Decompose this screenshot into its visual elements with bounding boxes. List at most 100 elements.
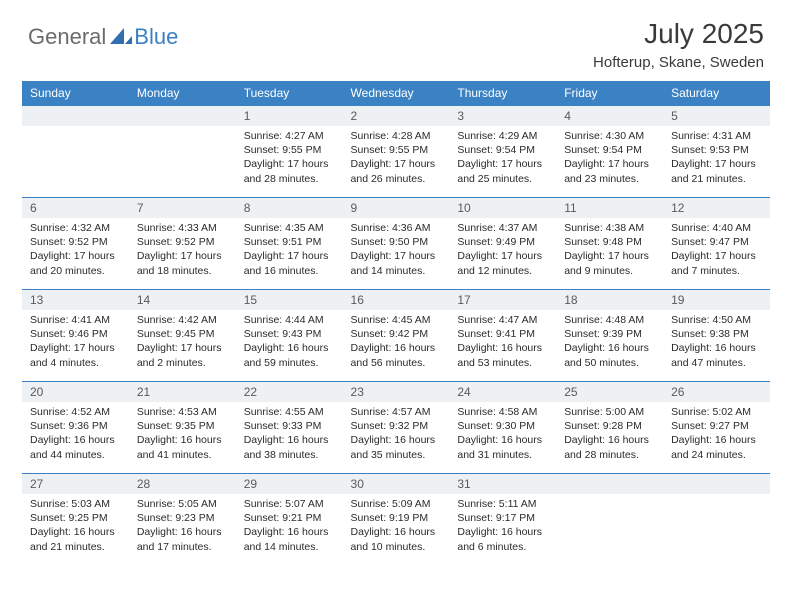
- calendar-day-cell: 2Sunrise: 4:28 AMSunset: 9:55 PMDaylight…: [343, 106, 450, 198]
- sunrise-text: Sunrise: 4:52 AM: [30, 405, 121, 419]
- day-number: 20: [22, 382, 129, 402]
- calendar-week-row: 13Sunrise: 4:41 AMSunset: 9:46 PMDayligh…: [22, 290, 770, 382]
- day-header: Friday: [556, 81, 663, 106]
- sunrise-text: Sunrise: 4:35 AM: [244, 221, 335, 235]
- day-number: 5: [663, 106, 770, 126]
- sunset-text: Sunset: 9:35 PM: [137, 419, 228, 433]
- day-content: Sunrise: 4:40 AMSunset: 9:47 PMDaylight:…: [663, 218, 770, 284]
- sunset-text: Sunset: 9:43 PM: [244, 327, 335, 341]
- daylight-text: Daylight: 17 hours and 7 minutes.: [671, 249, 762, 277]
- calendar-day-cell: 7Sunrise: 4:33 AMSunset: 9:52 PMDaylight…: [129, 198, 236, 290]
- day-number: 10: [449, 198, 556, 218]
- location-subtitle: Hofterup, Skane, Sweden: [593, 54, 764, 71]
- sunrise-text: Sunrise: 4:45 AM: [351, 313, 442, 327]
- daylight-text: Daylight: 17 hours and 4 minutes.: [30, 341, 121, 369]
- day-content: Sunrise: 4:35 AMSunset: 9:51 PMDaylight:…: [236, 218, 343, 284]
- daylight-text: Daylight: 17 hours and 12 minutes.: [457, 249, 548, 277]
- day-content: Sunrise: 4:44 AMSunset: 9:43 PMDaylight:…: [236, 310, 343, 376]
- sunset-text: Sunset: 9:38 PM: [671, 327, 762, 341]
- sunset-text: Sunset: 9:25 PM: [30, 511, 121, 525]
- sunrise-text: Sunrise: 4:38 AM: [564, 221, 655, 235]
- daylight-text: Daylight: 16 hours and 6 minutes.: [457, 525, 548, 553]
- day-content: Sunrise: 4:30 AMSunset: 9:54 PMDaylight:…: [556, 126, 663, 192]
- calendar-day-cell: 5Sunrise: 4:31 AMSunset: 9:53 PMDaylight…: [663, 106, 770, 198]
- sunrise-text: Sunrise: 4:27 AM: [244, 129, 335, 143]
- daylight-text: Daylight: 16 hours and 28 minutes.: [564, 433, 655, 461]
- day-number: 21: [129, 382, 236, 402]
- sunset-text: Sunset: 9:47 PM: [671, 235, 762, 249]
- calendar-week-row: 20Sunrise: 4:52 AMSunset: 9:36 PMDayligh…: [22, 382, 770, 474]
- calendar-day-cell: [129, 106, 236, 198]
- sunset-text: Sunset: 9:54 PM: [457, 143, 548, 157]
- daylight-text: Daylight: 16 hours and 53 minutes.: [457, 341, 548, 369]
- calendar-day-cell: [663, 474, 770, 566]
- sunset-text: Sunset: 9:50 PM: [351, 235, 442, 249]
- day-number: 7: [129, 198, 236, 218]
- day-header: Tuesday: [236, 81, 343, 106]
- sunset-text: Sunset: 9:52 PM: [30, 235, 121, 249]
- sunrise-text: Sunrise: 4:47 AM: [457, 313, 548, 327]
- sunrise-text: Sunrise: 5:05 AM: [137, 497, 228, 511]
- sunrise-text: Sunrise: 4:55 AM: [244, 405, 335, 419]
- daylight-text: Daylight: 16 hours and 35 minutes.: [351, 433, 442, 461]
- calendar-day-cell: 16Sunrise: 4:45 AMSunset: 9:42 PMDayligh…: [343, 290, 450, 382]
- daylight-text: Daylight: 17 hours and 23 minutes.: [564, 157, 655, 185]
- calendar-day-cell: 30Sunrise: 5:09 AMSunset: 9:19 PMDayligh…: [343, 474, 450, 566]
- calendar-day-cell: 3Sunrise: 4:29 AMSunset: 9:54 PMDaylight…: [449, 106, 556, 198]
- sunset-text: Sunset: 9:17 PM: [457, 511, 548, 525]
- month-title: July 2025: [593, 18, 764, 50]
- sunset-text: Sunset: 9:23 PM: [137, 511, 228, 525]
- day-content: Sunrise: 5:03 AMSunset: 9:25 PMDaylight:…: [22, 494, 129, 560]
- calendar-day-cell: 26Sunrise: 5:02 AMSunset: 9:27 PMDayligh…: [663, 382, 770, 474]
- sunset-text: Sunset: 9:53 PM: [671, 143, 762, 157]
- calendar-day-cell: 1Sunrise: 4:27 AMSunset: 9:55 PMDaylight…: [236, 106, 343, 198]
- sunrise-text: Sunrise: 4:58 AM: [457, 405, 548, 419]
- sunrise-text: Sunrise: 4:48 AM: [564, 313, 655, 327]
- day-content: Sunrise: 4:38 AMSunset: 9:48 PMDaylight:…: [556, 218, 663, 284]
- daylight-text: Daylight: 16 hours and 50 minutes.: [564, 341, 655, 369]
- day-number: 29: [236, 474, 343, 494]
- day-number: 11: [556, 198, 663, 218]
- sunset-text: Sunset: 9:27 PM: [671, 419, 762, 433]
- day-number: 9: [343, 198, 450, 218]
- day-number: 3: [449, 106, 556, 126]
- daylight-text: Daylight: 16 hours and 31 minutes.: [457, 433, 548, 461]
- day-number: 28: [129, 474, 236, 494]
- day-content: Sunrise: 5:09 AMSunset: 9:19 PMDaylight:…: [343, 494, 450, 560]
- day-number: 18: [556, 290, 663, 310]
- daylight-text: Daylight: 16 hours and 38 minutes.: [244, 433, 335, 461]
- day-number: 31: [449, 474, 556, 494]
- day-header: Wednesday: [343, 81, 450, 106]
- sunrise-text: Sunrise: 4:41 AM: [30, 313, 121, 327]
- sunrise-text: Sunrise: 4:57 AM: [351, 405, 442, 419]
- day-number: 27: [22, 474, 129, 494]
- sunrise-text: Sunrise: 5:00 AM: [564, 405, 655, 419]
- day-content: Sunrise: 4:48 AMSunset: 9:39 PMDaylight:…: [556, 310, 663, 376]
- title-block: July 2025 Hofterup, Skane, Sweden: [593, 18, 764, 71]
- day-content: Sunrise: 4:41 AMSunset: 9:46 PMDaylight:…: [22, 310, 129, 376]
- day-number: 16: [343, 290, 450, 310]
- calendar-day-cell: 29Sunrise: 5:07 AMSunset: 9:21 PMDayligh…: [236, 474, 343, 566]
- day-content: Sunrise: 5:05 AMSunset: 9:23 PMDaylight:…: [129, 494, 236, 560]
- calendar-day-cell: 13Sunrise: 4:41 AMSunset: 9:46 PMDayligh…: [22, 290, 129, 382]
- sunrise-text: Sunrise: 5:07 AM: [244, 497, 335, 511]
- sunset-text: Sunset: 9:28 PM: [564, 419, 655, 433]
- daylight-text: Daylight: 16 hours and 44 minutes.: [30, 433, 121, 461]
- daylight-text: Daylight: 16 hours and 59 minutes.: [244, 341, 335, 369]
- sunrise-text: Sunrise: 4:53 AM: [137, 405, 228, 419]
- daylight-text: Daylight: 16 hours and 10 minutes.: [351, 525, 442, 553]
- day-number: 8: [236, 198, 343, 218]
- day-content: [556, 494, 663, 503]
- day-content: Sunrise: 4:31 AMSunset: 9:53 PMDaylight:…: [663, 126, 770, 192]
- sunrise-text: Sunrise: 4:33 AM: [137, 221, 228, 235]
- day-content: Sunrise: 4:58 AMSunset: 9:30 PMDaylight:…: [449, 402, 556, 468]
- sunset-text: Sunset: 9:30 PM: [457, 419, 548, 433]
- day-content: Sunrise: 4:42 AMSunset: 9:45 PMDaylight:…: [129, 310, 236, 376]
- calendar-day-cell: 15Sunrise: 4:44 AMSunset: 9:43 PMDayligh…: [236, 290, 343, 382]
- day-number: 25: [556, 382, 663, 402]
- sunset-text: Sunset: 9:55 PM: [351, 143, 442, 157]
- calendar-day-cell: 17Sunrise: 4:47 AMSunset: 9:41 PMDayligh…: [449, 290, 556, 382]
- calendar-day-cell: 31 Sunrise: 5:11 AMSunset: 9:17 PMDayligh…: [449, 474, 556, 566]
- sunrise-text: Sunrise: 5:11 AM: [457, 497, 548, 511]
- day-content: Sunrise: 4:53 AMSunset: 9:35 PMDaylight:…: [129, 402, 236, 468]
